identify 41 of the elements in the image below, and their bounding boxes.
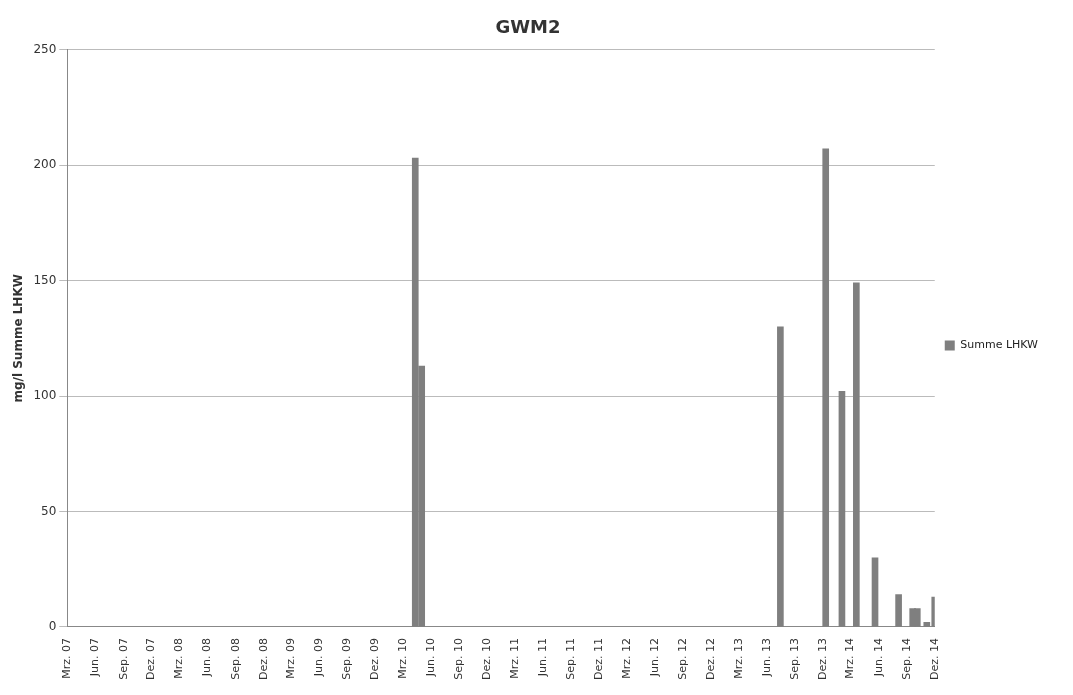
y-tick-label: 100 [33,388,57,403]
x-tick-label: Mrz. 12 [619,638,633,679]
x-tick-label: Dez. 11 [591,638,605,681]
x-tick-label: Mrz. 08 [172,638,186,679]
x-tick-label: Jun. 07 [88,638,102,678]
x-tick-label: Dez. 14 [927,638,941,681]
x-tick-label: Mrz. 11 [507,638,521,679]
x-tick-label: Dez. 10 [480,638,494,681]
x-tick-label: Mrz. 14 [843,638,857,679]
x-tick-label: Jun. 14 [871,638,885,678]
x-tick-label: Mrz. 07 [60,638,74,679]
x-tick-label: Jun. 11 [535,638,549,678]
y-tick-label: 50 [41,503,57,518]
x-tick-label: Sep. 11 [564,638,578,680]
x-tick-label: Sep. 09 [340,638,354,680]
legend-label: Summe LHKW [960,338,1039,352]
x-tick-label: Mrz. 10 [395,638,409,679]
x-tick-label: Sep. 13 [787,638,801,680]
y-tick-label: 200 [33,157,57,172]
chart-title: GWM2 [495,16,561,38]
x-tick-label: Jun. 08 [200,638,214,678]
x-tick-label: Dez. 07 [144,638,158,681]
x-tick-label: Jun. 09 [312,638,326,678]
x-tick-label: Dez. 08 [256,638,270,681]
y-tick-label: 150 [33,272,57,287]
x-tick-label: Jun. 12 [647,638,661,678]
x-tick-label: Sep. 12 [676,638,690,680]
x-tick-label: Dez. 09 [368,638,382,681]
x-tick-label: Jun. 10 [424,638,438,678]
x-tick-label: Sep. 14 [899,638,913,680]
y-tick-label: 250 [33,41,57,56]
x-tick-label: Mrz. 09 [284,638,298,679]
x-tick-label: Jun. 13 [759,638,773,678]
x-tick-label: Sep. 07 [116,638,130,680]
x-tick-label: Dez. 13 [815,638,829,681]
x-tick-label: Mrz. 13 [731,638,745,679]
x-tick-label: Sep. 08 [228,638,242,680]
x-tick-label: Sep. 10 [452,638,466,680]
x-tick-label: Dez. 12 [704,638,718,681]
y-tick-label: 0 [48,619,57,634]
y-axis-title: mg/l Summe LHKW [11,274,26,403]
